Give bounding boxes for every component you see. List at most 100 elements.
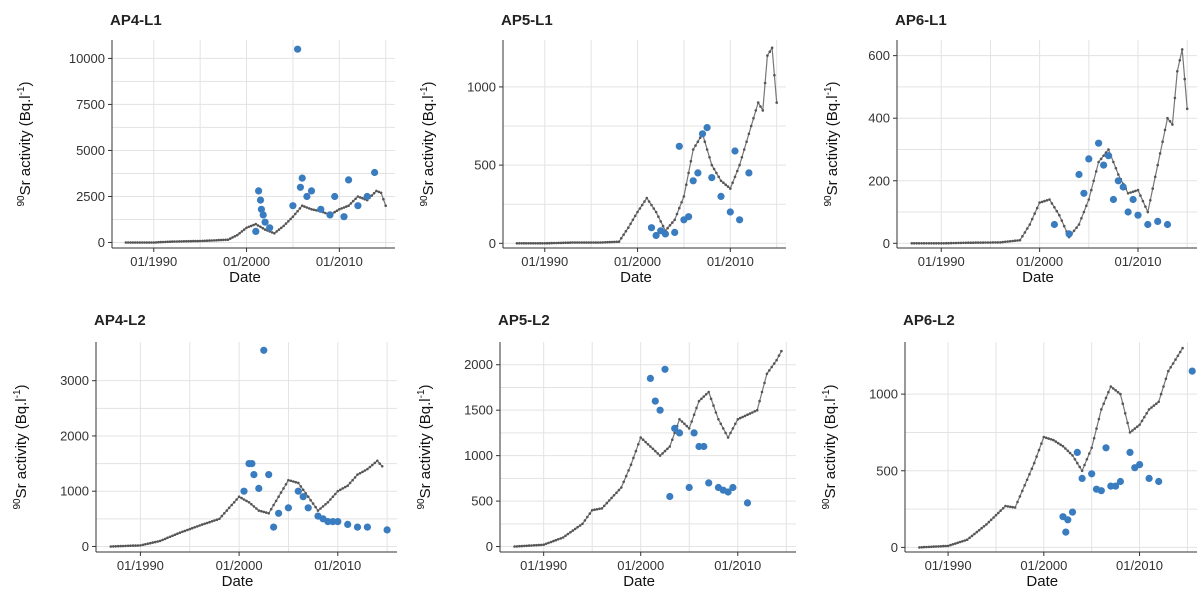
model-point xyxy=(949,241,953,245)
model-point xyxy=(1158,152,1162,155)
model-point xyxy=(282,487,285,490)
x-axis-label: Date xyxy=(222,573,254,590)
model-point xyxy=(617,240,621,243)
observed-point xyxy=(296,183,304,191)
y-label-main: Sr activity (Bq.l xyxy=(17,95,34,195)
model-point xyxy=(218,517,221,521)
model-point xyxy=(1045,199,1049,202)
model-point xyxy=(220,514,224,518)
model-point xyxy=(657,215,660,218)
model-point xyxy=(530,544,533,547)
observed-point xyxy=(652,231,660,240)
model-point xyxy=(227,506,231,510)
observed-point xyxy=(371,168,379,177)
model-point xyxy=(1080,469,1084,473)
model-point xyxy=(1167,369,1170,373)
model-point xyxy=(351,478,354,482)
model-point xyxy=(1111,387,1115,390)
model-point xyxy=(1013,506,1017,509)
model-point xyxy=(284,483,288,486)
observed-point xyxy=(661,365,669,373)
model-point xyxy=(644,440,647,444)
model-point xyxy=(1161,140,1164,143)
model-point xyxy=(1080,217,1083,220)
y-tick-label: 2500 xyxy=(76,189,105,204)
model-point xyxy=(1135,425,1139,429)
model-point xyxy=(356,195,360,198)
model-point xyxy=(1153,175,1157,179)
model-point xyxy=(624,474,628,478)
y-tick-label: 0 xyxy=(489,236,496,251)
y-label-close: ) xyxy=(824,81,841,86)
x-tick-label: 01/2010 xyxy=(1116,558,1163,573)
chart-title: AP6-L2 xyxy=(903,312,955,329)
model-point xyxy=(210,520,214,523)
model-point xyxy=(198,524,201,527)
model-point xyxy=(564,534,567,538)
model-point xyxy=(935,242,938,245)
observed-point xyxy=(345,176,353,184)
model-point xyxy=(550,241,553,245)
model-point xyxy=(705,148,709,151)
model-point xyxy=(724,431,727,435)
model-point xyxy=(292,480,295,483)
model-point xyxy=(1114,166,1118,170)
model-point xyxy=(675,212,679,216)
model-point xyxy=(371,463,374,467)
model-point xyxy=(601,241,604,244)
model-point xyxy=(637,443,640,446)
model-point xyxy=(1109,385,1113,388)
model-point xyxy=(1087,198,1091,201)
y-label-isotope: 90 xyxy=(12,498,23,510)
model-point xyxy=(205,521,209,525)
model-point xyxy=(756,101,760,104)
model-point xyxy=(961,540,964,543)
model-point xyxy=(329,498,332,501)
observed-point xyxy=(304,504,312,512)
model-point xyxy=(124,544,127,548)
model-point xyxy=(1055,209,1059,213)
model-point xyxy=(1151,187,1154,190)
model-point xyxy=(280,226,283,230)
model-point xyxy=(301,488,305,492)
model-point xyxy=(559,241,563,245)
observed-point xyxy=(675,142,683,150)
model-point xyxy=(980,526,983,530)
model-point xyxy=(639,436,642,439)
model-point xyxy=(975,530,979,534)
model-point xyxy=(620,236,623,240)
y-tick-label: 2000 xyxy=(60,428,89,443)
model-point xyxy=(1097,417,1101,421)
model-point xyxy=(994,241,997,244)
model-point xyxy=(593,508,596,512)
observed-point xyxy=(1109,195,1117,204)
model-point xyxy=(954,542,957,545)
model-point xyxy=(240,496,243,500)
y-axis-label: 90Sr activity (Bq.l-1) xyxy=(419,81,437,206)
chart-title: AP6-L1 xyxy=(895,12,947,29)
model-point xyxy=(158,539,162,543)
model-point xyxy=(225,509,229,512)
model-point xyxy=(1163,128,1167,132)
model-point xyxy=(1006,240,1009,243)
model-point xyxy=(606,240,609,244)
model-point xyxy=(566,241,570,244)
observed-point xyxy=(1050,220,1058,229)
y-label-isotope: 90 xyxy=(16,195,27,207)
observed-point xyxy=(326,211,334,219)
observed-point xyxy=(363,192,371,201)
model-point xyxy=(1090,446,1093,450)
model-point xyxy=(195,525,199,528)
model-point xyxy=(254,222,258,226)
model-point xyxy=(180,240,183,243)
model-point xyxy=(668,445,672,448)
model-point xyxy=(575,241,579,244)
model-point xyxy=(1050,202,1054,205)
x-axis-label: Date xyxy=(1026,573,1058,590)
model-point xyxy=(166,536,169,540)
model-point xyxy=(236,233,239,237)
observed-point xyxy=(705,479,713,487)
observed-point xyxy=(363,523,371,531)
model-point xyxy=(522,242,526,245)
model-point xyxy=(976,241,980,244)
